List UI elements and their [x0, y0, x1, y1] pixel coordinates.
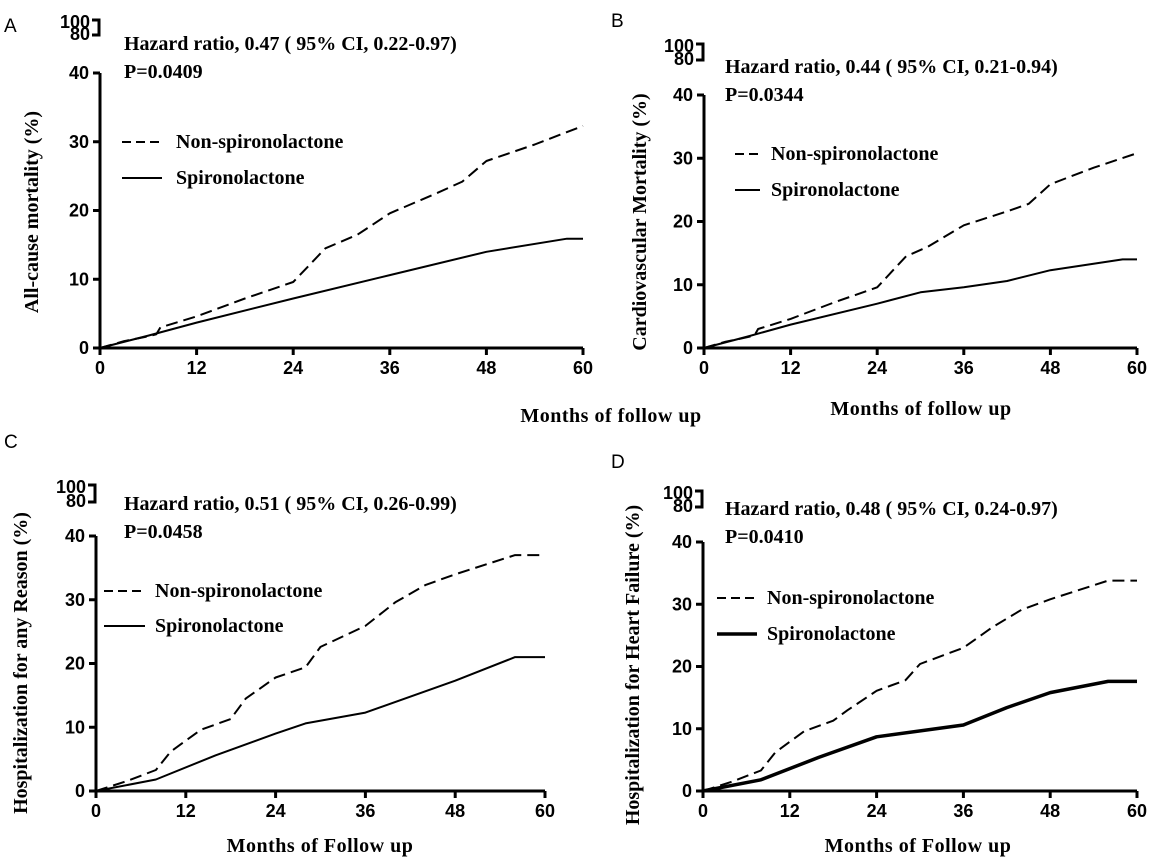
- series-line-non-spironolactone: [702, 579, 1137, 792]
- y-tick-label: 0: [682, 781, 692, 801]
- y-break-tick-label: 100: [664, 36, 694, 56]
- x-tick-label: 36: [953, 801, 973, 821]
- x-tick-label: 24: [867, 801, 887, 821]
- x-axis-title: Months of follow up: [520, 405, 701, 427]
- hazard-ratio-text: Hazard ratio, 0.51 ( 95% CI, 0.26-0.99): [124, 493, 457, 515]
- panel-letter: D: [611, 452, 625, 473]
- x-tick-label: 48: [1040, 358, 1060, 378]
- y-tick-label: 30: [673, 148, 693, 168]
- legend-label: Non-spironolactone: [767, 587, 935, 609]
- y-tick-label: 40: [672, 532, 692, 552]
- x-tick-label: 24: [283, 358, 303, 378]
- y-tick-label: 40: [673, 85, 693, 105]
- x-tick-label: 12: [176, 801, 196, 821]
- y-tick-label: 0: [75, 781, 85, 801]
- p-value-text: P=0.0344: [725, 84, 804, 106]
- x-tick-label: 60: [1127, 358, 1147, 378]
- x-tick-label: 48: [445, 801, 465, 821]
- x-tick-label: 12: [780, 801, 800, 821]
- legend-label: Spironolactone: [767, 623, 896, 645]
- x-tick-label: 12: [187, 358, 207, 378]
- p-value-text: P=0.0410: [725, 526, 804, 548]
- x-axis-title: Months of Follow up: [227, 835, 414, 857]
- series-line-spironolactone: [99, 237, 583, 349]
- y-tick-label: 0: [79, 338, 89, 358]
- x-axis-title: Months of Follow up: [825, 835, 1012, 857]
- y-break-tick-label: 100: [60, 12, 90, 32]
- x-tick-label: 48: [1040, 801, 1060, 821]
- series-line-spironolactone: [703, 258, 1137, 349]
- p-value-text: P=0.0409: [124, 61, 203, 83]
- hazard-ratio-text: Hazard ratio, 0.48 ( 95% CI, 0.24-0.97): [725, 498, 1058, 520]
- legend-label: Non-spironolactone: [176, 131, 344, 153]
- y-tick-label: 0: [683, 338, 693, 358]
- y-axis-title: Hospitalization for any Reason (%): [10, 512, 32, 814]
- hazard-ratio-text: Hazard ratio, 0.44 ( 95% CI, 0.21-0.94): [725, 56, 1058, 78]
- x-tick-label: 12: [781, 358, 801, 378]
- x-tick-label: 36: [355, 801, 375, 821]
- legend-label: Spironolactone: [176, 167, 305, 189]
- x-tick-label: 48: [476, 358, 496, 378]
- x-tick-label: 60: [573, 358, 593, 378]
- legend-label: Spironolactone: [771, 179, 900, 201]
- y-axis-title: Cardiovascular Mortality (%): [629, 93, 651, 350]
- legend-label: Non-spironolactone: [155, 580, 323, 602]
- y-tick-label: 20: [673, 212, 693, 232]
- y-break-tick-label: 80: [674, 49, 694, 69]
- y-axis-break: [88, 483, 97, 504]
- series-line-non-spironolactone: [99, 124, 584, 349]
- series-line-spironolactone: [95, 656, 545, 792]
- series-line-spironolactone: [702, 679, 1137, 793]
- legend-label: Spironolactone: [155, 615, 284, 637]
- y-tick-label: 10: [672, 719, 692, 739]
- y-axis-break: [92, 18, 101, 37]
- x-axis-title: Months of follow up: [830, 398, 1011, 420]
- y-tick-label: 30: [65, 590, 85, 610]
- series-line-non-spironolactone: [95, 554, 545, 792]
- y-break-tick-label: 100: [56, 477, 86, 497]
- x-tick-label: 36: [954, 358, 974, 378]
- y-tick-label: 10: [69, 269, 89, 289]
- y-tick-label: 20: [672, 657, 692, 677]
- x-tick-label: 0: [91, 801, 101, 821]
- y-break-tick-label: 80: [66, 491, 86, 511]
- series-line-non-spironolactone: [703, 152, 1138, 349]
- y-break-tick-label: 80: [70, 24, 90, 44]
- y-break-tick-label: 80: [673, 496, 693, 516]
- x-tick-label: 0: [95, 358, 105, 378]
- y-tick-label: 10: [65, 717, 85, 737]
- y-tick-label: 30: [69, 132, 89, 152]
- y-axis-break: [696, 42, 705, 62]
- panel-letter: B: [611, 11, 624, 32]
- legend-label: Non-spironolactone: [771, 143, 939, 165]
- y-axis-title: Hospitalization for Heart Failure (%): [622, 505, 644, 825]
- panel-letter: C: [4, 432, 18, 453]
- hazard-ratio-text: Hazard ratio, 0.47 ( 95% CI, 0.22-0.97): [124, 33, 457, 55]
- p-value-text: P=0.0458: [124, 521, 203, 543]
- x-tick-label: 60: [1127, 801, 1147, 821]
- y-break-tick-label: 100: [663, 483, 693, 503]
- y-tick-label: 20: [65, 654, 85, 674]
- x-tick-label: 24: [867, 358, 887, 378]
- x-tick-label: 36: [380, 358, 400, 378]
- y-axis-break: [695, 489, 704, 509]
- x-tick-label: 60: [535, 801, 555, 821]
- x-tick-label: 0: [698, 801, 708, 821]
- y-tick-label: 40: [65, 526, 85, 546]
- y-tick-label: 10: [673, 275, 693, 295]
- panel-letter: A: [4, 16, 17, 37]
- y-axis-title: All-cause mortality (%): [21, 111, 43, 313]
- x-tick-label: 0: [699, 358, 709, 378]
- x-tick-label: 24: [266, 801, 286, 821]
- y-tick-label: 30: [672, 594, 692, 614]
- y-tick-label: 40: [69, 63, 89, 83]
- y-tick-label: 20: [69, 201, 89, 221]
